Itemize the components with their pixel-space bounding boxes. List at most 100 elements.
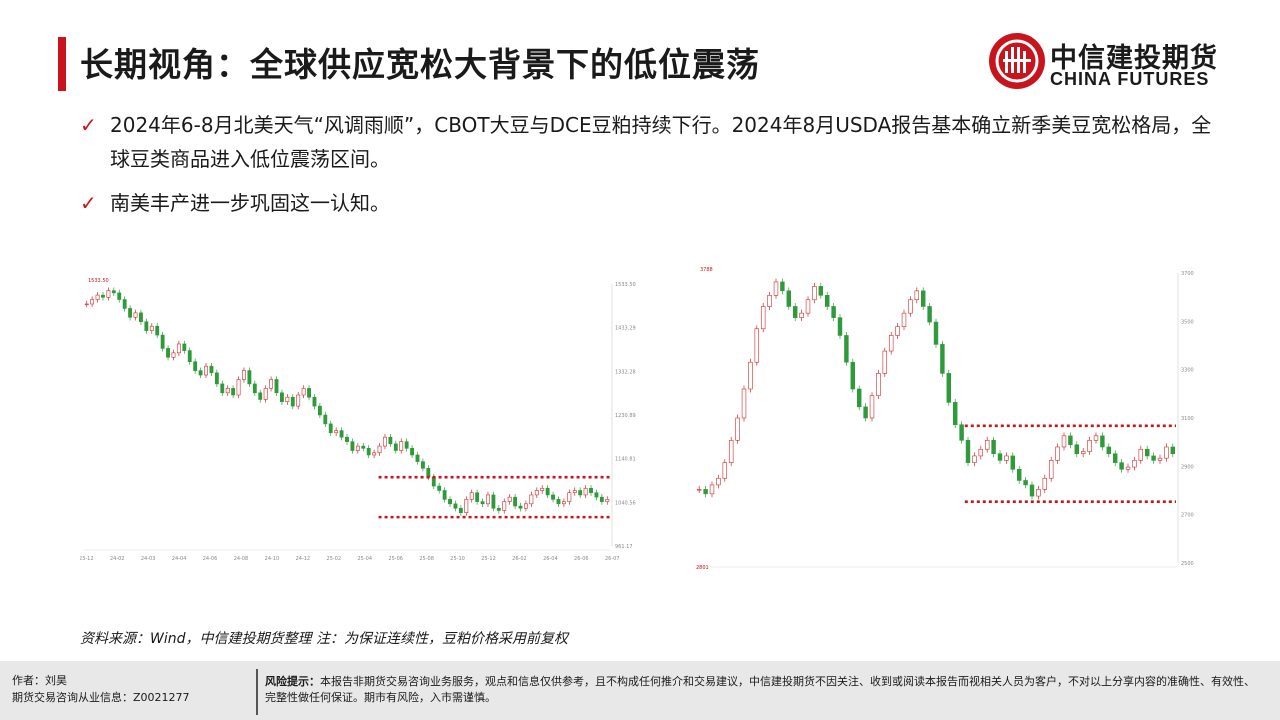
candle-body <box>106 290 111 298</box>
candle-body <box>231 388 236 396</box>
candle-body <box>350 441 355 451</box>
candle-body <box>1119 462 1124 470</box>
bullet-item: ✓ 2024年6-8月北美天气“风调雨顺”，CBOT大豆与DCE豆粕持续下行。2… <box>80 108 1230 176</box>
candle-body <box>366 448 371 456</box>
candle-body <box>437 485 442 491</box>
risk-label: 风险提示： <box>265 675 320 688</box>
y-tick-label: 1040.56 <box>615 500 636 506</box>
candle-body <box>1080 451 1086 454</box>
candle-body <box>296 394 301 407</box>
candle-body <box>280 392 284 402</box>
candle-body <box>940 344 945 374</box>
source-note: 资料来源：Wind，中信建投期货整理 注：为保证连续性，豆粕价格采用前复权 <box>80 631 568 647</box>
candle-body <box>209 365 214 374</box>
candle-body <box>780 281 785 292</box>
candle-body <box>513 496 518 507</box>
candle-body <box>799 312 804 318</box>
candle-body <box>144 321 149 331</box>
candle-body <box>133 312 138 318</box>
candle-body <box>594 492 599 498</box>
candle-body <box>908 299 913 314</box>
candle-body <box>895 326 900 336</box>
candle-body <box>709 484 715 495</box>
candle-body <box>426 467 431 478</box>
candle-body <box>323 414 328 425</box>
dce-soymeal-chart: 3700 3500 3300 3100 2900 2700 2500 3788 2801 <box>696 267 1194 571</box>
candle-body <box>844 335 849 363</box>
candle-body <box>198 370 203 376</box>
candle-body <box>1093 435 1099 441</box>
x-tick-label: 24-02 <box>110 556 125 562</box>
x-tick-label: 24-08 <box>234 556 249 562</box>
candle-body <box>863 406 868 419</box>
high-value-label: 1533.50 <box>88 278 109 284</box>
candle-body <box>431 476 436 487</box>
candle-body <box>469 492 474 500</box>
candle-body <box>139 312 143 323</box>
candle-body <box>1100 435 1105 448</box>
candle-body <box>193 361 198 371</box>
candle-body <box>149 325 154 331</box>
y-tick-label: 3700 <box>1181 271 1194 277</box>
x-tick-label: 25-02 <box>327 556 342 562</box>
candle-body <box>453 503 458 509</box>
candle-body <box>735 417 740 441</box>
candle-body <box>171 352 176 358</box>
candle-body <box>204 365 208 376</box>
candle-body <box>1144 448 1150 457</box>
candle-body <box>812 286 817 301</box>
candle-body <box>1016 469 1022 481</box>
candle-body <box>933 321 939 345</box>
candle-body <box>258 392 263 400</box>
x-tick-label: 24-03 <box>141 556 156 562</box>
candle-body <box>572 490 577 494</box>
x-tick-label: 25-10 <box>450 556 465 562</box>
candle-body <box>824 295 830 307</box>
candle-body <box>410 448 414 456</box>
bullet-list: ✓ 2024年6-8月北美天气“风调雨顺”，CBOT大豆与DCE豆粕持续下行。2… <box>80 108 1230 230</box>
candle-body <box>95 294 100 300</box>
x-tick-label: 23-12 <box>80 556 94 562</box>
candle-body <box>1138 448 1144 461</box>
candle-body <box>372 452 377 456</box>
candle-body <box>754 328 760 363</box>
candle-body <box>1048 460 1054 479</box>
candle-body <box>972 455 977 463</box>
candle-body <box>965 440 971 463</box>
author-info: 作者：刘昊 期货交易咨询从业信息：Z0021277 <box>12 672 190 706</box>
candle-body <box>773 281 779 296</box>
candle-body <box>991 440 996 454</box>
candle-body <box>599 496 604 502</box>
candle-body <box>1151 455 1156 461</box>
candle-body <box>1010 455 1016 470</box>
candle-body <box>978 448 984 457</box>
candle-body <box>589 487 593 494</box>
candle-body <box>220 383 225 394</box>
candle-body <box>160 334 165 349</box>
candle-body <box>722 462 728 479</box>
candle-body <box>901 312 907 327</box>
y-tick-label: 1533.50 <box>615 282 636 288</box>
risk-text: 本报告非期货交易咨询业务服务，观点和信息仅供参考，且不构成任何推介和交易建议，中… <box>265 675 1255 704</box>
candle-body <box>263 388 268 400</box>
candle-body <box>182 343 187 351</box>
footer: 作者：刘昊 期货交易咨询从业信息：Z0021277 风险提示：本报告非期货交易咨… <box>0 661 1280 720</box>
candle-body <box>605 499 610 502</box>
candle-body <box>486 494 490 505</box>
cbot-soybean-chart: 1533.50 1433.29 1332.28 1230.89 1140.81 1040.… <box>80 278 636 562</box>
candle-body <box>448 499 452 505</box>
x-tick-label: 26-06 <box>574 556 589 562</box>
candle-body <box>393 443 398 451</box>
x-tick-label: 25-08 <box>419 556 434 562</box>
y-tick-label: 1332.28 <box>615 369 636 375</box>
candle-body <box>786 290 792 307</box>
candle-body <box>111 290 116 294</box>
candle-body <box>997 453 1003 461</box>
candle-body <box>1132 460 1137 468</box>
candle-body <box>377 445 382 454</box>
candle-body <box>317 405 322 416</box>
candle-body <box>187 350 192 363</box>
y-tick-label: 2500 <box>1181 561 1194 567</box>
x-tick-label: 24-04 <box>172 556 187 562</box>
candle-body <box>312 396 317 407</box>
